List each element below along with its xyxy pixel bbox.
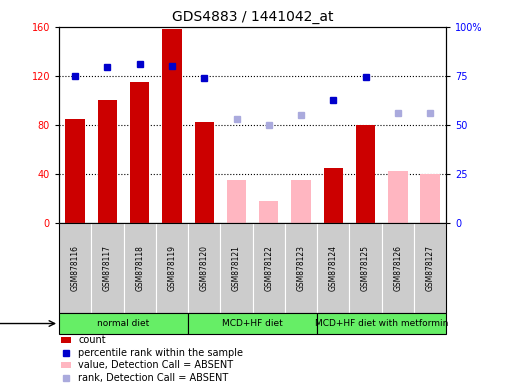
Text: GSM878116: GSM878116 <box>71 245 80 291</box>
Bar <box>66 119 85 223</box>
Text: GSM878123: GSM878123 <box>297 245 306 291</box>
Text: rank, Detection Call = ABSENT: rank, Detection Call = ABSENT <box>78 373 229 383</box>
Text: GSM878121: GSM878121 <box>232 245 241 291</box>
Bar <box>221 223 252 313</box>
Bar <box>259 201 279 223</box>
Text: GSM878118: GSM878118 <box>135 245 144 291</box>
Text: GSM878120: GSM878120 <box>200 245 209 291</box>
Text: GSM878125: GSM878125 <box>361 245 370 291</box>
Bar <box>130 82 149 223</box>
Bar <box>388 171 407 223</box>
Text: GSM878117: GSM878117 <box>103 245 112 291</box>
Bar <box>421 174 440 223</box>
Bar <box>156 223 188 313</box>
Text: MCD+HF diet with metformin: MCD+HF diet with metformin <box>315 319 448 328</box>
Text: GSM878119: GSM878119 <box>167 245 176 291</box>
Bar <box>227 180 246 223</box>
Text: GSM878127: GSM878127 <box>426 245 435 291</box>
Bar <box>162 29 182 223</box>
Text: GSM878126: GSM878126 <box>393 245 402 291</box>
Bar <box>188 223 221 313</box>
Bar <box>91 223 124 313</box>
Text: value, Detection Call = ABSENT: value, Detection Call = ABSENT <box>78 360 233 370</box>
Bar <box>291 180 311 223</box>
Bar <box>59 223 91 313</box>
Bar <box>382 223 414 313</box>
Bar <box>285 223 317 313</box>
Bar <box>61 337 71 343</box>
Text: normal diet: normal diet <box>97 319 150 328</box>
Bar <box>349 223 382 313</box>
Bar <box>317 313 446 334</box>
Bar <box>324 168 343 223</box>
Bar <box>317 223 349 313</box>
Bar <box>194 122 214 223</box>
Bar <box>414 223 446 313</box>
Text: count: count <box>78 335 106 345</box>
Bar <box>59 313 188 334</box>
Bar <box>356 125 376 223</box>
Text: MCD+HF diet: MCD+HF diet <box>222 319 283 328</box>
Bar <box>97 100 117 223</box>
Bar <box>188 313 317 334</box>
Text: GSM878124: GSM878124 <box>329 245 338 291</box>
Bar <box>124 223 156 313</box>
Title: GDS4883 / 1441042_at: GDS4883 / 1441042_at <box>172 10 333 25</box>
Bar <box>61 362 71 368</box>
Text: percentile rank within the sample: percentile rank within the sample <box>78 348 243 358</box>
Text: GSM878122: GSM878122 <box>264 245 273 291</box>
Bar <box>252 223 285 313</box>
